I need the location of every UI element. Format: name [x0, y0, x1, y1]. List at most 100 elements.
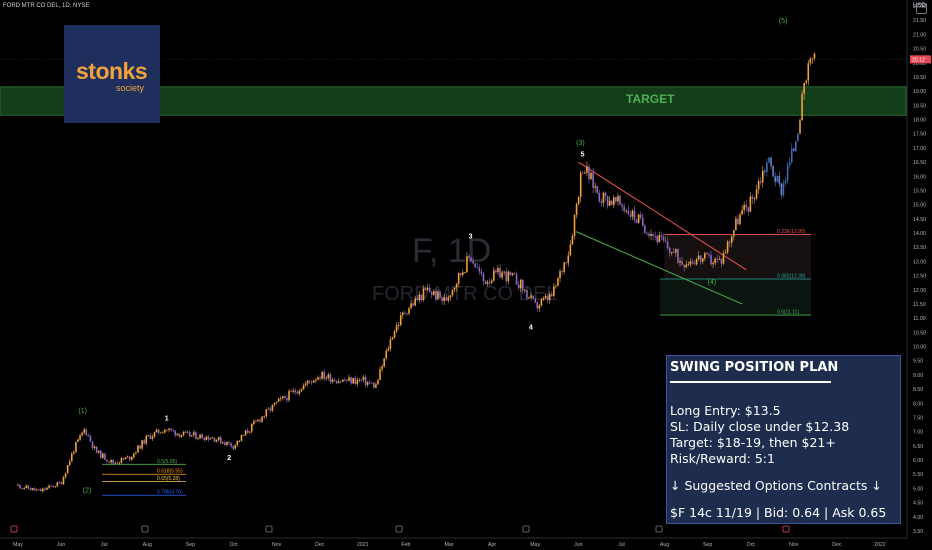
candle-body — [786, 165, 789, 181]
y-tick-6: 6.50 — [913, 444, 923, 450]
candle-body — [408, 308, 410, 314]
settings-icon[interactable] — [916, 3, 927, 14]
candle-body — [528, 297, 530, 299]
candle-body — [126, 456, 129, 458]
candle-body — [250, 423, 253, 432]
candle-body — [716, 258, 719, 260]
candle-body — [484, 281, 487, 285]
candle-body — [64, 473, 67, 478]
candle-body — [275, 401, 278, 403]
candle-body — [389, 339, 392, 349]
watermark-ticker: F, 1D — [412, 232, 491, 270]
candle-body — [807, 63, 810, 81]
candle-body — [503, 271, 505, 273]
candle-body — [87, 434, 90, 436]
y-tick-33: 20.00 — [913, 61, 926, 67]
candle-body — [449, 295, 452, 298]
candle-body — [207, 436, 210, 440]
candle-body — [375, 384, 377, 388]
y-tick-15: 11.00 — [913, 316, 926, 322]
candle-body — [201, 434, 203, 439]
candle-body — [79, 435, 81, 440]
candle-body — [755, 189, 758, 199]
wave-label-8: (4) — [708, 279, 717, 286]
candle-body — [122, 458, 125, 460]
symbol-title: FORD MTR CO DEL, 1D, NYSE — [3, 3, 90, 9]
candle-body — [774, 176, 776, 182]
wave-label-1: 1 — [165, 415, 169, 422]
y-tick-35: 21.00 — [913, 32, 926, 38]
y-tick-5: 6.00 — [913, 458, 923, 464]
candle-body — [517, 284, 520, 289]
candle-body — [184, 431, 187, 433]
candle-body — [739, 214, 741, 225]
candle-body — [768, 157, 770, 163]
candle-body — [253, 421, 255, 424]
y-tick-23: 15.00 — [913, 203, 926, 209]
candle-body — [143, 440, 145, 444]
candle-body — [710, 255, 712, 265]
candle-body — [567, 255, 570, 263]
candle-body — [745, 204, 748, 208]
candle-body — [418, 294, 421, 301]
candle-body — [153, 432, 156, 437]
candle-body — [809, 58, 812, 64]
candle-body — [294, 390, 297, 393]
candle-body — [102, 453, 104, 458]
y-tick-22: 14.50 — [913, 217, 926, 223]
candle-body — [726, 241, 729, 253]
candle-body — [482, 273, 485, 282]
candle-body — [683, 264, 685, 268]
candle-body — [797, 133, 799, 142]
y-tick-20: 13.50 — [913, 245, 926, 251]
candle-body — [366, 382, 369, 385]
candle-body — [679, 261, 681, 263]
candle-body — [621, 204, 623, 207]
candle-body — [213, 437, 216, 442]
candle-body — [33, 488, 36, 491]
candle-body — [461, 272, 464, 276]
candle-body — [776, 175, 779, 182]
candle-body — [486, 282, 489, 285]
candle-body — [416, 298, 419, 301]
x-tick-17: Oct — [747, 542, 756, 548]
y-tick-13: 10.00 — [913, 345, 926, 351]
candle-body — [300, 389, 303, 392]
candle-body — [584, 172, 586, 174]
y-tick-18: 12.50 — [913, 274, 926, 280]
wave-label-9: (5) — [779, 18, 788, 25]
x-tick-19: Dec — [832, 542, 842, 548]
candle-body — [52, 486, 54, 488]
candle-body — [319, 377, 321, 379]
y-tick-29: 18.00 — [913, 118, 926, 124]
y-tick-7: 7.00 — [913, 430, 923, 436]
candle-body — [236, 440, 239, 445]
candle-body — [596, 186, 599, 193]
candle-body — [327, 374, 330, 378]
fib-label-2: 0.5(11.11) — [777, 310, 799, 316]
y-tick-3: 5.00 — [913, 486, 923, 492]
candle-body — [73, 451, 75, 454]
candle-body — [77, 439, 79, 443]
candle-body — [619, 195, 621, 205]
y-tick-4: 5.50 — [913, 472, 923, 478]
candle-body — [141, 440, 143, 449]
candle-body — [337, 381, 340, 384]
candle-body — [193, 432, 195, 436]
candle-body — [490, 280, 493, 283]
candle-body — [770, 157, 772, 167]
candle-body — [114, 462, 117, 464]
y-tick-21: 14.00 — [913, 231, 926, 237]
candle-body — [670, 252, 673, 253]
candle-body — [623, 206, 625, 211]
candle-body — [68, 461, 71, 466]
candle-body — [56, 482, 59, 487]
candle-body — [35, 489, 38, 491]
candle-body — [447, 297, 450, 301]
candle-body — [610, 200, 613, 206]
candle-body — [168, 428, 170, 431]
candle-body — [530, 295, 532, 298]
candle-body — [468, 256, 470, 258]
candle-body — [426, 287, 429, 290]
y-tick-9: 8.00 — [913, 401, 923, 407]
